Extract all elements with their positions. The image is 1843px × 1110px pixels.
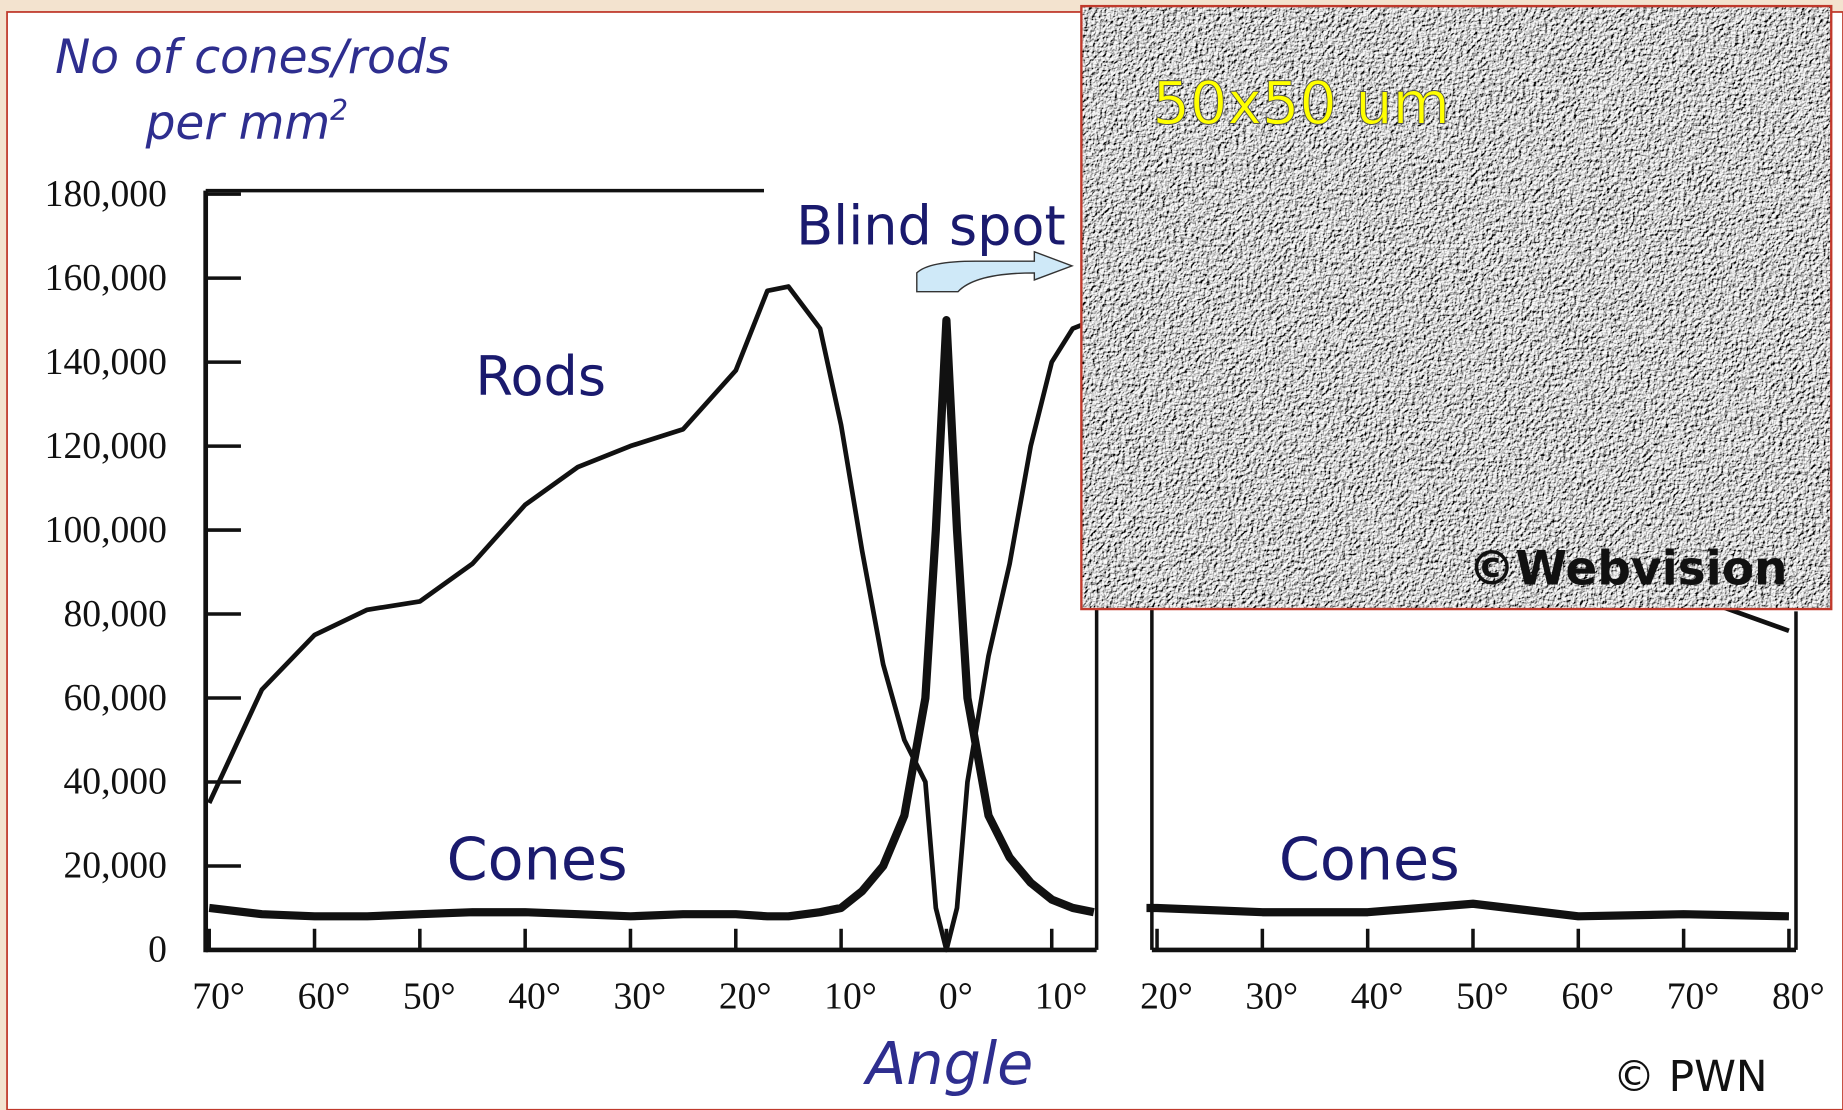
x-tick-label: 60° (1561, 976, 1614, 1018)
x-tick-label: 60° (298, 976, 351, 1018)
blind-spot-arrow (916, 250, 1074, 293)
x-tick-label: 20° (1140, 976, 1193, 1018)
series-line (208, 316, 1095, 921)
y-tick-label: 40,000 (63, 761, 166, 803)
y-tick-label: 60,000 (63, 677, 166, 719)
x-tick-label: 30° (614, 976, 667, 1018)
x-tick-label: 40° (508, 976, 561, 1018)
y-tick-label: 80,000 (63, 593, 166, 635)
axes (203, 188, 1798, 953)
annotation: Rods (475, 345, 606, 408)
x-axis-title: Angle (862, 1029, 1033, 1098)
inset-scale: 50x50 um (1152, 69, 1449, 138)
y-tick-label: 140,000 (45, 341, 167, 383)
annotation: Cones (1279, 824, 1460, 893)
y-tick-label: 120,000 (45, 425, 167, 467)
x-tick-label: 10° (1035, 976, 1088, 1018)
y-axis-title: No of cones/rods (55, 30, 450, 85)
superscript: 2 (330, 94, 348, 127)
series-line (1146, 899, 1790, 921)
y-tick-label: 180,000 (45, 173, 167, 215)
annotation: Cones (447, 824, 628, 893)
x-tick-label: 30° (1245, 976, 1298, 1018)
x-tick-label: 0° (939, 976, 973, 1018)
plot: 0 20,000 40,000 60,000 80,000 100,000 120,000 1… (45, 173, 1825, 1018)
x-tick-label: 20° (719, 976, 772, 1018)
x-tick-label: 10° (824, 976, 877, 1018)
series-line (207, 284, 1095, 953)
y-axis-title-text: per mm (145, 96, 331, 151)
y-tick-label: 100,000 (45, 509, 167, 551)
y-tick-label: 20,000 (63, 845, 166, 887)
inset-border (1080, 4, 1833, 611)
inset-image (1081, 6, 1832, 610)
x-tick-label: 50° (1456, 976, 1509, 1018)
x-tick-label: 70° (192, 976, 245, 1018)
credit: © PWN (1613, 1052, 1768, 1101)
x-tick-label: 40° (1351, 976, 1404, 1018)
x-tick-label: 80° (1772, 976, 1825, 1018)
annotation: Blind spot (796, 195, 1066, 258)
y-tick-label: 160,000 (45, 257, 167, 299)
x-tick-label: 50° (403, 976, 456, 1018)
inset: 50x50 um ©Webvision (1080, 4, 1833, 611)
inset-credit: ©Webvision (1468, 541, 1787, 596)
y-tick-label: 0 (148, 929, 167, 971)
y-axis-title: per mm2 (145, 94, 349, 151)
x-tick-label: 70° (1667, 976, 1720, 1018)
